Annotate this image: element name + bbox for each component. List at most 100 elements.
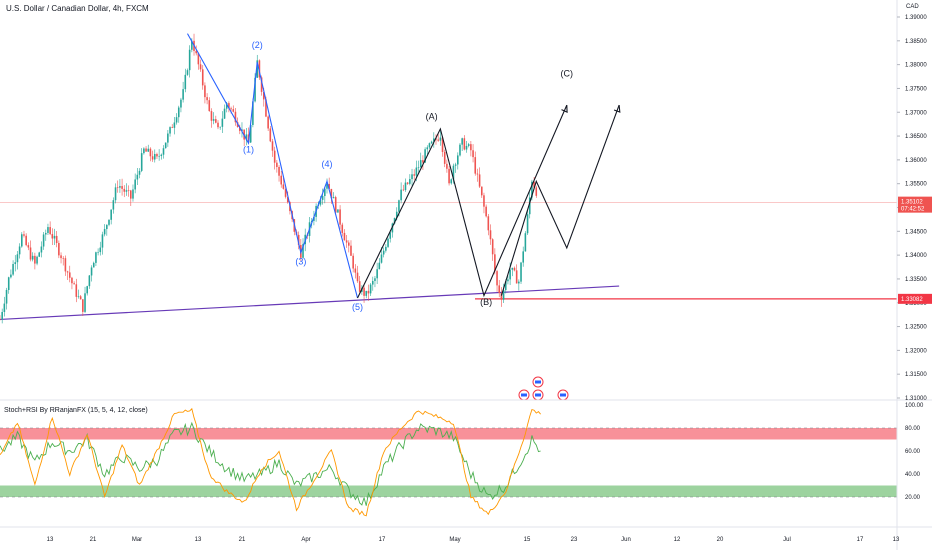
candle-body — [101, 234, 104, 248]
candle-body — [160, 154, 163, 156]
candle-body — [354, 268, 357, 273]
candle-body — [153, 154, 156, 160]
wave-c-arrowhead — [561, 105, 568, 113]
event-flag-icon — [521, 393, 527, 397]
indicator-tick-label: 100.00 — [905, 403, 924, 409]
stoch-d-line — [0, 407, 541, 517]
candle-body — [97, 252, 99, 253]
candle-body — [395, 211, 398, 219]
candle-body — [204, 85, 206, 98]
candle-body — [378, 262, 381, 270]
candle-body — [480, 186, 483, 196]
candle-body — [531, 181, 533, 198]
candle-body — [345, 240, 348, 243]
candle-body — [448, 168, 450, 184]
candle-body — [339, 209, 341, 225]
candle-body — [371, 280, 374, 285]
candle-body — [232, 109, 235, 112]
candle-body — [191, 40, 193, 50]
candle-body — [389, 232, 392, 239]
candle-body — [522, 251, 524, 263]
candle-body — [422, 160, 424, 163]
candle-body — [162, 148, 165, 155]
candle-body — [258, 60, 261, 78]
candle-body — [230, 108, 232, 110]
candle-body — [313, 216, 315, 221]
time-tick-label: 21 — [90, 537, 97, 543]
current-price-tag — [898, 196, 932, 213]
candle-body — [430, 141, 433, 144]
candle-body — [350, 245, 352, 256]
candle-body — [90, 267, 93, 276]
candle-body — [441, 137, 444, 152]
candle-body — [474, 157, 477, 174]
candle-body — [149, 148, 152, 157]
candle-body — [463, 138, 466, 150]
candle-body — [239, 126, 241, 131]
candle-body — [184, 74, 187, 90]
candle-body — [286, 196, 289, 203]
candle-body — [472, 150, 474, 158]
candle-body — [494, 254, 496, 272]
candle-body — [504, 281, 507, 291]
candle-body — [210, 111, 213, 121]
price-tick-label: 1.33500 — [905, 277, 927, 283]
candle-body — [186, 70, 189, 75]
alt-projection-arrowhead — [613, 105, 621, 113]
candle-body — [439, 137, 442, 141]
candle-body — [356, 272, 359, 282]
candle-body — [511, 267, 514, 270]
candle-body — [343, 232, 346, 241]
candle-body — [134, 179, 136, 190]
candle-body — [34, 255, 36, 264]
time-tick-label: 20 — [717, 537, 724, 543]
candle-body — [365, 290, 368, 296]
wave-label: (2) — [252, 40, 263, 50]
candle-body — [411, 174, 413, 180]
candle-body — [367, 290, 370, 294]
candle-body — [73, 283, 75, 285]
candle-body — [167, 133, 169, 143]
candle-body — [424, 149, 426, 163]
candle-body — [121, 186, 123, 189]
candle-body — [419, 160, 422, 168]
candle-body — [282, 184, 285, 189]
candle-body — [249, 124, 252, 143]
candle-body — [77, 296, 80, 297]
candle-body — [382, 250, 385, 255]
candle-body — [75, 284, 78, 297]
candle-body — [280, 175, 283, 185]
candle-body — [145, 148, 147, 152]
candle-body — [297, 234, 300, 246]
candle-body — [64, 258, 67, 272]
candle-body — [470, 144, 472, 151]
wave-label: (3) — [295, 257, 306, 267]
candle-body — [352, 255, 354, 269]
candle-body — [1, 311, 3, 320]
impulse-wave — [186, 33, 359, 299]
candle-body — [215, 119, 217, 123]
candle-body — [217, 122, 219, 128]
candle-body — [485, 206, 487, 217]
candle-body — [110, 209, 112, 220]
price-tick-label: 1.36000 — [905, 158, 927, 164]
candle-body — [476, 173, 479, 175]
candle-body — [108, 219, 110, 225]
candle-body — [42, 234, 45, 247]
overbought-band — [0, 428, 897, 440]
wave-label: (4) — [322, 159, 333, 169]
candle-body — [5, 289, 8, 304]
candle-body — [47, 227, 49, 233]
price-tick-label: 1.31500 — [905, 372, 927, 378]
candle-body — [402, 189, 405, 191]
candle-body — [252, 101, 254, 125]
candle-body — [487, 216, 490, 231]
candle-body — [457, 155, 459, 165]
event-flag-icon — [535, 380, 541, 384]
candle-body — [138, 170, 141, 175]
candle-body — [276, 162, 278, 168]
stoch-k-line — [0, 421, 541, 506]
candle-body — [228, 103, 230, 109]
candle-body — [526, 214, 529, 234]
